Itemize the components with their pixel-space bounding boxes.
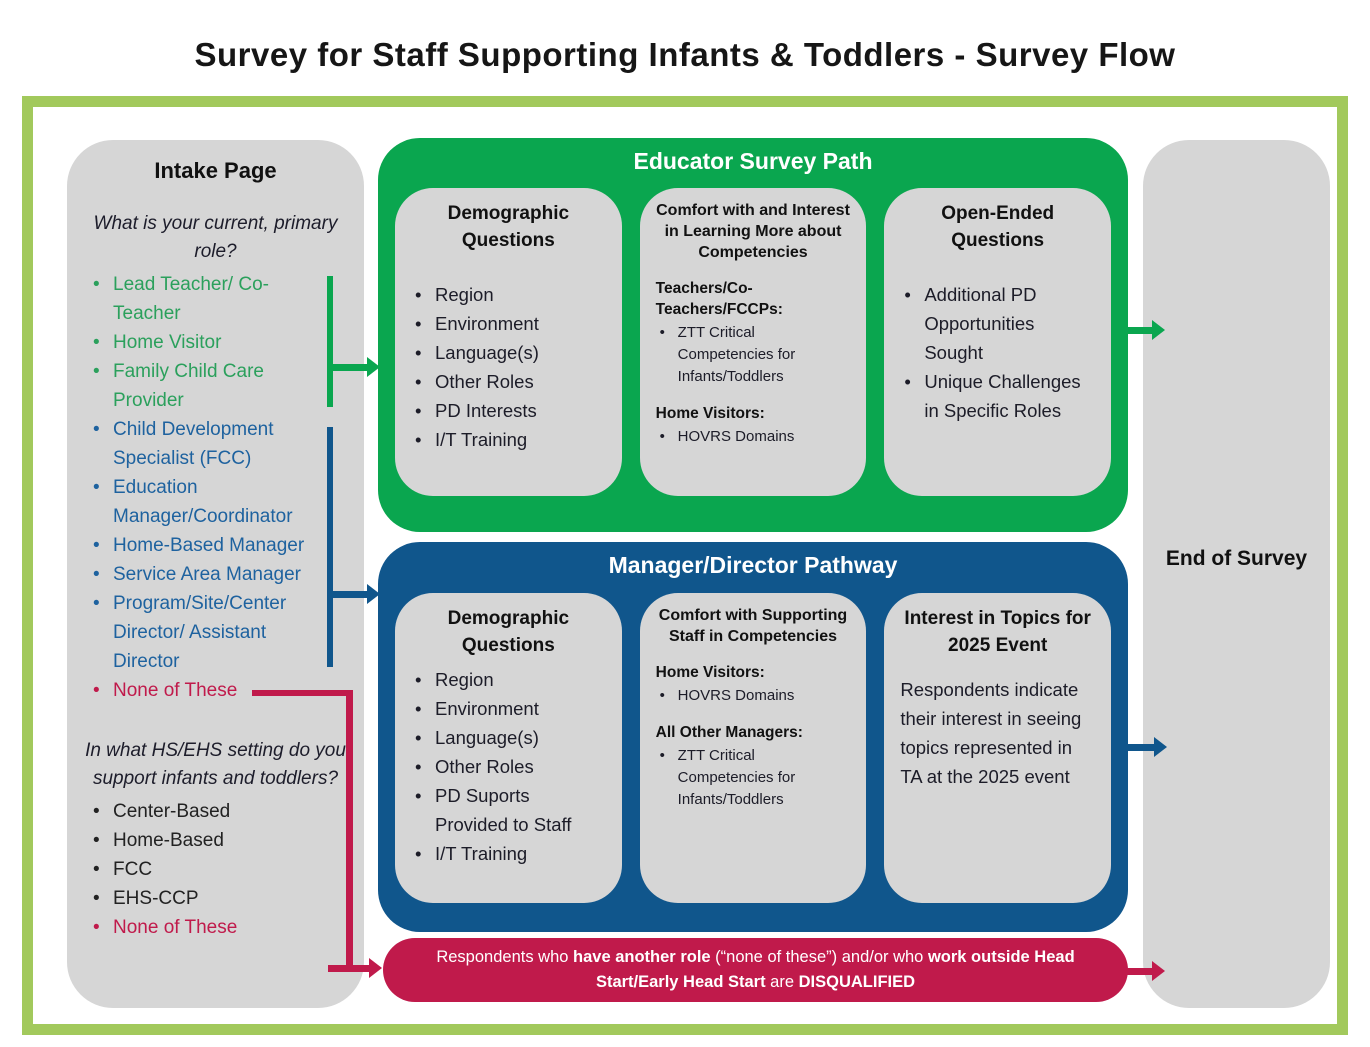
sub-box-bullet: Other Roles [411,367,606,396]
sub-box-title: Interest in Topics for 2025 Event [904,608,1091,656]
sub-box-bullet-list: HOVRS Domains [656,685,851,707]
intake-option: Child Development Specialist (FCC) [91,415,313,473]
sub-box-bullet: Additional PD Opportunities Sought [900,280,1095,367]
sub-box: Demographic Questions RegionEnvironmentLa… [395,188,622,496]
sub-box-bullet: HOVRS Domains [656,426,851,448]
sub-box-title: Comfort with Supporting Staff in Compete… [658,607,848,645]
intake-option: Lead Teacher/ Co-Teacher [91,270,313,328]
intake-question-setting: In what HS/EHS setting do you support in… [85,740,346,789]
sub-box-bullet: Region [411,665,606,694]
educator-branch-arrowhead-icon [367,357,380,377]
manager-to-end-line [1124,744,1156,751]
banner-text-segment: DISQUALIFIED [798,973,916,991]
banner-text-segment: Respondents who [436,948,574,966]
sub-box-bullet: HOVRS Domains [656,685,851,707]
manager-path-title: Manager/Director Pathway [608,552,898,578]
intake-option: None of These [91,676,313,705]
section-heading: All Other Managers: [655,724,803,741]
disqualify-branch-line-vertical [346,690,353,971]
intake-option: Home-Based [91,826,313,855]
intake-option: Home Visitor [91,328,313,357]
sub-box: Demographic Questions RegionEnvironmentLa… [395,593,622,903]
intake-option: FCC [91,855,313,884]
section-heading: Teachers/Co-Teachers/FCCPs: [655,280,783,318]
sub-box-bullet: I/T Training [411,425,606,454]
section-heading: Home Visitors: [655,664,765,681]
banner-text-segment: (“none of these”) and/or who [710,948,928,966]
sub-box-bullet: ZTT Critical Competencies for Infants/To… [656,745,851,811]
sub-box-bullet: PD Suports Provided to Staff [411,781,606,839]
sub-box-paragraph: Respondents indicate their interest in s… [900,679,1082,787]
intake-option: Program/Site/Center Director/ Assistant … [91,589,313,676]
disqualified-banner: Respondents who have another role (“none… [383,938,1128,1002]
sub-box-bullet-list: ZTT Critical Competencies for Infants/To… [656,322,851,388]
page-title: Survey for Staff Supporting Infants & To… [194,36,1176,73]
intake-option: Family Child Care Provider [91,357,313,415]
educator-to-end-arrowhead-icon [1152,320,1165,340]
intake-question-role: What is your current, primary role? [93,213,338,262]
sub-box: Interest in Topics for 2025 Event Respond… [884,593,1112,903]
sub-box-title: Comfort with and Interest in Learning Mo… [656,202,850,261]
sub-box-bullet-list: ZTT Critical Competencies for Infants/To… [656,745,851,811]
sub-box-bullet: Language(s) [411,338,606,367]
disqualify-branch-arrowhead-icon [369,958,382,978]
sub-box-bullet: PD Interests [411,396,606,425]
sub-box: Open-Ended Questions Additional PD Opport… [884,188,1112,496]
banner-text-segment: work outside Head Start/Early Head Start [595,948,1075,991]
manager-branch-line-horizontal [327,591,369,598]
banner-to-end-line [1124,968,1154,975]
intake-option: EHS-CCP [91,884,313,913]
sub-box: Comfort with Supporting Staff in Compete… [639,593,867,903]
sub-box-title: Open-Ended Questions [941,203,1055,251]
role-options-list: Lead Teacher/ Co-TeacherHome VisitorFami… [77,270,354,705]
educator-to-end-line [1124,327,1154,334]
sub-box: Comfort with and Interest in Learning Mo… [639,188,867,496]
educator-path-boxes: Demographic Questions RegionEnvironmentLa… [395,188,1112,496]
section-heading: Home Visitors: [655,405,765,422]
sub-box-bullet-list: HOVRS Domains [656,426,851,448]
end-of-survey-label: End of Survey [1165,547,1308,570]
educator-path-title: Educator Survey Path [633,148,873,174]
manager-path-boxes: Demographic Questions RegionEnvironmentLa… [395,593,1112,903]
educator-branch-line-vertical [327,276,333,407]
sub-box-section: Home Visitors: HOVRS Domains [656,403,851,448]
intake-page-title: Intake Page [154,158,277,183]
intake-option: Home-Based Manager [91,531,313,560]
banner-text-segment: have another role [573,948,711,966]
banner-text-segment: are [765,973,799,991]
manager-director-pathway: Manager/Director Pathway Demographic Que… [378,542,1128,932]
intake-option: Center-Based [91,797,313,826]
manager-branch-line-vertical [327,427,333,667]
sub-box-bullet: Environment [411,694,606,723]
sub-box-bullet: Environment [411,309,606,338]
sub-box-bullet: Unique Challenges in Specific Roles [900,367,1095,425]
sub-box-section: Teachers/Co-Teachers/FCCPs: ZTT Critical … [656,278,851,388]
sub-box-bullet: Other Roles [411,752,606,781]
sub-box-section: All Other Managers: ZTT Critical Competen… [656,722,851,811]
disqualify-branch-line-bottom [328,965,370,972]
sub-box-bullet: Language(s) [411,723,606,752]
end-of-survey-panel: End of Survey [1143,140,1330,1008]
intake-option: Service Area Manager [91,560,313,589]
intake-option: None of These [91,913,313,942]
intake-option: Education Manager/Coordinator [91,473,313,531]
disqualify-branch-line-top [252,690,352,696]
intake-page-panel: Intake Page What is your current, primar… [67,140,364,1008]
manager-branch-arrowhead-icon [367,584,380,604]
sub-box-section: Home Visitors: HOVRS Domains [656,662,851,707]
sub-box-title: Demographic Questions [447,608,570,656]
sub-box-bullet: ZTT Critical Competencies for Infants/To… [656,322,851,388]
educator-branch-line-horizontal [327,364,369,371]
sub-box-bullet-list: RegionEnvironmentLanguage(s)Other RolesP… [411,665,606,868]
sub-box-title: Demographic Questions [447,203,570,251]
sub-box-bullet-list: RegionEnvironmentLanguage(s)Other RolesP… [411,280,606,454]
sub-box-bullet-list: Additional PD Opportunities SoughtUnique… [900,280,1095,425]
banner-to-end-arrowhead-icon [1152,961,1165,981]
educator-survey-path: Educator Survey Path Demographic Questio… [378,138,1128,532]
manager-to-end-arrowhead-icon [1154,737,1167,757]
sub-box-bullet: Region [411,280,606,309]
setting-options-list: Center-BasedHome-BasedFCCEHS-CCPNone of … [77,797,354,942]
sub-box-bullet: I/T Training [411,839,606,868]
